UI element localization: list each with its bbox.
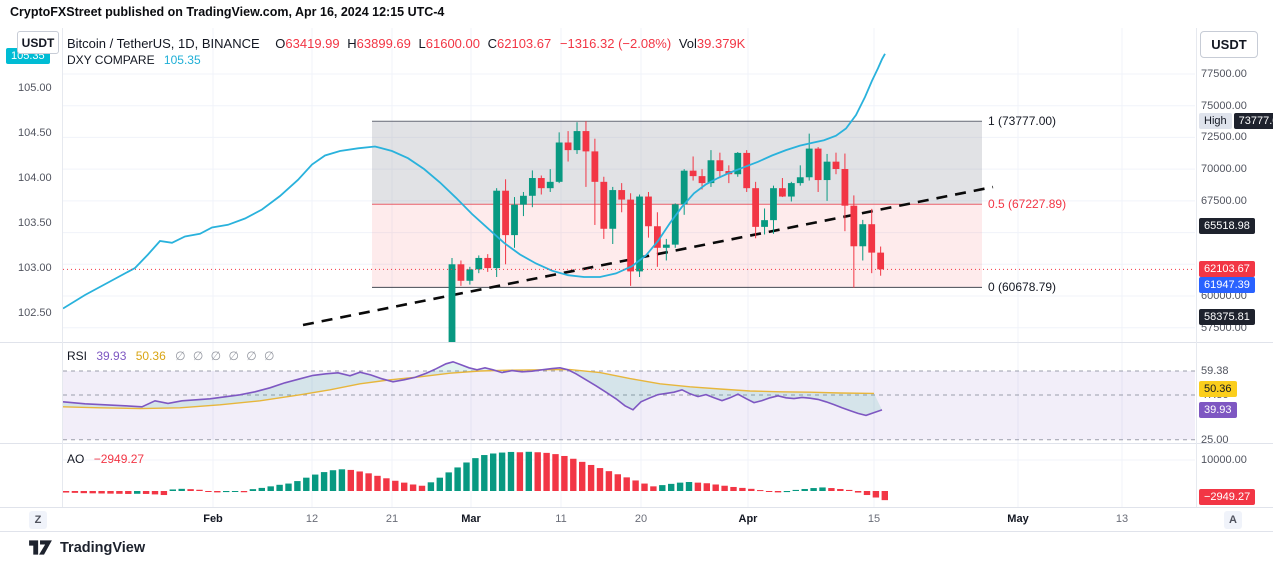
compare-symbol-label[interactable]: DXY COMPARE (67, 53, 155, 67)
tradingview-logo[interactable]: TradingView (28, 538, 145, 557)
left-axis-border (62, 28, 63, 507)
rsi-header: RSI 39.93 50.36 ∅ ∅ ∅ ∅ ∅ ∅ (67, 349, 277, 363)
attribution-text: CryptoFXStreet published on TradingView.… (10, 5, 445, 19)
symbol-info-row: Bitcoin / TetherUS, 1D, BINANCE O63419.9… (67, 36, 745, 51)
volume-label: Vol (678, 36, 697, 51)
pane-separator-ao-time (0, 507, 1273, 508)
tradingview-logo-text: TradingView (60, 539, 146, 556)
ao-header: AO −2949.27 (67, 452, 144, 466)
ao-title[interactable]: AO (67, 452, 85, 466)
ao-value: −2949.27 (93, 452, 145, 466)
compare-value: 105.35 (163, 53, 201, 67)
rsi-title[interactable]: RSI (67, 349, 88, 363)
pane-separator-main-rsi[interactable] (0, 342, 1273, 343)
compare-row: DXY COMPARE 105.35 (67, 53, 201, 67)
high-value: 63899.69 (356, 36, 411, 51)
main-chart-pane[interactable] (63, 28, 1195, 342)
right-price-scale[interactable] (1197, 28, 1273, 507)
left-scale-currency-button[interactable]: USDT (17, 31, 59, 54)
tradingview-logo-icon (29, 540, 52, 555)
time-scale[interactable] (0, 508, 1273, 531)
low-value: 61600.00 (425, 36, 480, 51)
rsi-value: 39.93 (96, 349, 127, 363)
auto-scale-button[interactable]: A (1224, 511, 1242, 529)
rsi-ma-value: 50.36 (135, 349, 166, 363)
right-scale-currency-button[interactable]: USDT (1200, 31, 1258, 58)
volume-value: 39.379K (696, 36, 746, 51)
open-label: O (275, 36, 286, 51)
low-label: L (418, 36, 426, 51)
right-axis-border (1196, 28, 1197, 507)
high-label: H (347, 36, 357, 51)
change-value: −1316.32 (−2.08%) (559, 36, 672, 51)
left-price-scale[interactable] (0, 28, 62, 507)
timezone-button[interactable]: Z (29, 511, 47, 529)
open-value: 63419.99 (285, 36, 340, 51)
symbol-title[interactable]: Bitcoin / TetherUS, 1D, BINANCE (67, 36, 260, 51)
pane-separator-rsi-ao[interactable] (0, 443, 1273, 444)
close-label: C (487, 36, 498, 51)
rsi-empty-values: ∅ ∅ ∅ ∅ ∅ ∅ (175, 349, 277, 363)
footer-separator (0, 531, 1273, 532)
close-value: 62103.67 (497, 36, 552, 51)
ao-pane[interactable] (63, 446, 1195, 506)
